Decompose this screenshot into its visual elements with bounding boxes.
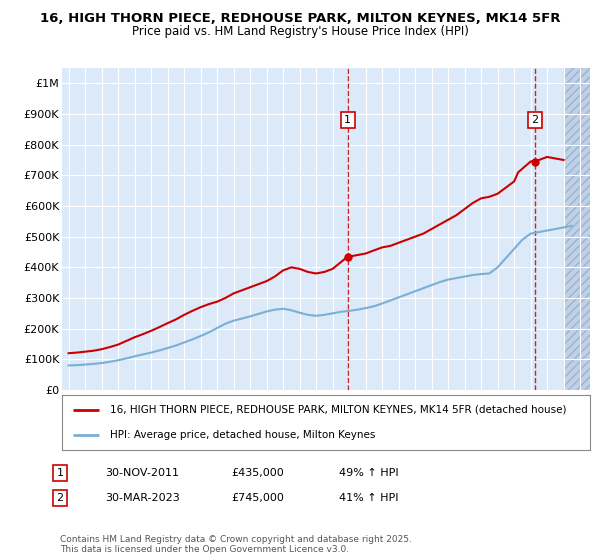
Text: 2: 2 <box>531 115 538 125</box>
Bar <box>563 68 590 390</box>
Text: 49% ↑ HPI: 49% ↑ HPI <box>339 468 398 478</box>
Text: 2: 2 <box>56 493 64 503</box>
Text: 41% ↑ HPI: 41% ↑ HPI <box>339 493 398 503</box>
Text: Price paid vs. HM Land Registry's House Price Index (HPI): Price paid vs. HM Land Registry's House … <box>131 25 469 38</box>
Text: 30-NOV-2011: 30-NOV-2011 <box>105 468 179 478</box>
Text: 1: 1 <box>56 468 64 478</box>
Text: £745,000: £745,000 <box>231 493 284 503</box>
Text: 16, HIGH THORN PIECE, REDHOUSE PARK, MILTON KEYNES, MK14 5FR (detached house): 16, HIGH THORN PIECE, REDHOUSE PARK, MIL… <box>110 405 566 415</box>
Text: £435,000: £435,000 <box>231 468 284 478</box>
Text: 30-MAR-2023: 30-MAR-2023 <box>105 493 180 503</box>
Text: 16, HIGH THORN PIECE, REDHOUSE PARK, MILTON KEYNES, MK14 5FR: 16, HIGH THORN PIECE, REDHOUSE PARK, MIL… <box>40 12 560 25</box>
Text: Contains HM Land Registry data © Crown copyright and database right 2025.
This d: Contains HM Land Registry data © Crown c… <box>60 535 412 554</box>
Bar <box>563 68 590 390</box>
Text: 1: 1 <box>344 115 351 125</box>
Text: HPI: Average price, detached house, Milton Keynes: HPI: Average price, detached house, Milt… <box>110 430 375 440</box>
